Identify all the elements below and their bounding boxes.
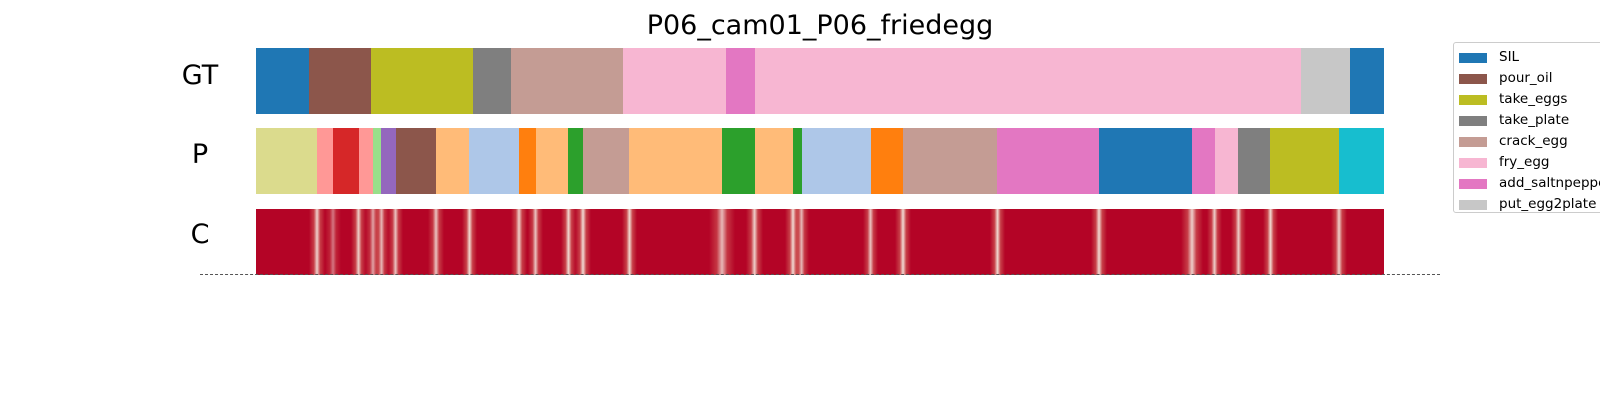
- p-segment-18: [870, 128, 904, 194]
- legend-swatch: [1459, 137, 1487, 147]
- p-segment-26: [1338, 128, 1384, 194]
- gt-segment-7: [754, 48, 1301, 114]
- legend-swatch: [1459, 116, 1487, 126]
- gt-segment-4: [510, 48, 623, 114]
- p-segment-19: [903, 128, 998, 194]
- legend-label: put_egg2plate: [1499, 196, 1597, 212]
- c-dip-19: [989, 209, 1005, 275]
- p-segment-0: [256, 128, 317, 194]
- gt-segment-5: [622, 48, 727, 114]
- c-dip-8: [510, 209, 527, 275]
- c-dip-17: [863, 209, 879, 275]
- legend-label: fry_egg: [1499, 154, 1550, 170]
- p-segment-25: [1270, 128, 1339, 194]
- legend-swatch: [1459, 158, 1487, 168]
- p-segment-6: [395, 128, 437, 194]
- legend-swatch: [1459, 95, 1487, 105]
- c-dip-2: [351, 209, 367, 275]
- row-label-gt: GT: [181, 60, 219, 91]
- p-segment-9: [518, 128, 536, 194]
- c-dip-25: [1330, 209, 1347, 275]
- p-segment-11: [568, 128, 584, 194]
- p-segment-2: [332, 128, 359, 194]
- p-segment-22: [1192, 128, 1215, 194]
- p-segment-17: [801, 128, 871, 194]
- gt-segment-9: [1350, 48, 1384, 114]
- legend-label: SIL: [1499, 49, 1520, 65]
- p-strip: [256, 128, 1384, 194]
- legend-label: take_eggs: [1499, 91, 1568, 107]
- p-segment-7: [436, 128, 470, 194]
- c-dip-1: [324, 209, 341, 275]
- gt-segment-6: [726, 48, 755, 114]
- p-segment-1: [316, 128, 333, 194]
- p-segment-12: [583, 128, 630, 194]
- p-segment-4: [373, 128, 382, 194]
- legend-swatch: [1459, 179, 1487, 189]
- gt-segment-2: [371, 48, 473, 114]
- c-dip-4: [373, 209, 389, 275]
- chart-title: P06_cam01_P06_friedegg: [646, 10, 994, 41]
- dashed-separator: [200, 274, 1440, 275]
- legend-label: add_saltnpepper: [1499, 175, 1600, 191]
- c-strip: [256, 209, 1384, 275]
- legend-swatch: [1459, 53, 1487, 63]
- p-segment-15: [754, 128, 793, 194]
- legend-swatch: [1459, 74, 1487, 84]
- legend-label: pour_oil: [1499, 70, 1553, 86]
- c-dip-21: [1181, 209, 1204, 275]
- c-dip-23: [1230, 209, 1246, 275]
- p-segment-20: [997, 128, 1099, 194]
- c-dip-22: [1207, 209, 1223, 275]
- gt-segment-3: [472, 48, 511, 114]
- row-label-c: C: [190, 219, 210, 250]
- c-dip-24: [1262, 209, 1278, 275]
- gt-segment-1: [309, 48, 372, 114]
- c-dip-12: [621, 209, 637, 275]
- row-label-p: P: [191, 139, 209, 170]
- p-segment-14: [721, 128, 755, 194]
- gt-segment-0: [256, 48, 310, 114]
- p-segment-23: [1214, 128, 1239, 194]
- p-segment-16: [792, 128, 802, 194]
- gt-segment-8: [1300, 48, 1351, 114]
- c-dip-9: [528, 209, 544, 275]
- p-segment-3: [358, 128, 374, 194]
- p-segment-13: [629, 128, 722, 194]
- c-dip-20: [1090, 209, 1107, 275]
- c-dip-6: [428, 209, 445, 275]
- c-dip-7: [461, 209, 477, 275]
- c-dip-11: [575, 209, 592, 275]
- c-dip-16: [794, 209, 810, 275]
- legend-label: take_plate: [1499, 112, 1570, 128]
- c-dip-13: [708, 209, 735, 275]
- p-segment-21: [1098, 128, 1193, 194]
- legend-swatch: [1459, 200, 1487, 210]
- c-dip-5: [388, 209, 404, 275]
- c-dip-0: [308, 209, 325, 275]
- gt-strip: [256, 48, 1384, 114]
- p-segment-24: [1238, 128, 1271, 194]
- c-dip-18: [895, 209, 912, 275]
- p-segment-5: [381, 128, 396, 194]
- c-dip-10: [560, 209, 576, 275]
- p-segment-8: [469, 128, 519, 194]
- legend-label: crack_egg: [1499, 133, 1568, 149]
- p-segment-10: [535, 128, 569, 194]
- c-dip-14: [746, 209, 764, 275]
